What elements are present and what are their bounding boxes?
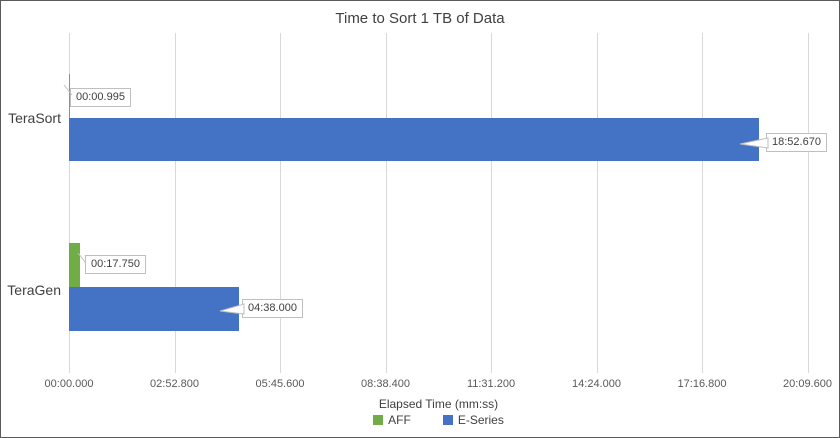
category-label-teragen: TeraGen — [7, 282, 61, 298]
x-tick-label: 08:38.400 — [361, 378, 410, 390]
gridline — [491, 33, 492, 373]
bar-teragen-eseries — [69, 287, 239, 331]
x-axis-title: Elapsed Time (mm:ss) — [378, 397, 499, 411]
data-label-terasort-aff: 00:00.995 — [63, 84, 131, 107]
x-tick-label: 20:09.600 — [783, 378, 832, 390]
gridline — [807, 33, 809, 373]
gridline — [69, 33, 70, 373]
gridline — [596, 33, 598, 373]
x-tick-label: 02:52.800 — [150, 378, 199, 390]
gridline — [702, 33, 703, 373]
data-label-teragen-aff: 00:17.750 — [77, 252, 146, 274]
callout-leader — [739, 137, 769, 149]
legend-item-eseries: E-Series — [442, 413, 504, 427]
gridline — [280, 33, 281, 373]
callout-leader — [77, 252, 87, 264]
x-tick-label: 17:16.800 — [677, 378, 727, 390]
x-tick-label: 00:00.000 — [44, 378, 94, 390]
bar-terasort-aff — [69, 74, 70, 118]
x-tick-label: 05:45.600 — [255, 378, 305, 390]
chart-title: Time to Sort 1 TB of Data — [335, 10, 505, 27]
bar-terasort-eseries — [69, 118, 759, 161]
callout-leader — [63, 84, 73, 96]
legend-item-aff: AFF — [373, 413, 411, 427]
legend-swatch-eseries — [442, 415, 453, 425]
x-tick-label: 11:31.200 — [466, 378, 516, 390]
gridline — [174, 33, 176, 373]
data-label-terasort-eseries: 18:52.670 — [739, 133, 827, 152]
legend-swatch-aff — [373, 415, 384, 425]
legend-label-eseries: E-Series — [457, 413, 504, 427]
legend-label-aff: AFF — [388, 413, 411, 427]
x-tick-label: 14:24.000 — [572, 378, 621, 390]
data-label-teragen-eseries: 04:38.000 — [219, 299, 303, 318]
bar-teragen-aff — [69, 243, 80, 287]
callout-leader — [219, 303, 245, 315]
legend: AFF E-Series — [69, 413, 808, 427]
category-label-terasort: TeraSort — [8, 110, 61, 126]
gridline — [385, 33, 387, 373]
